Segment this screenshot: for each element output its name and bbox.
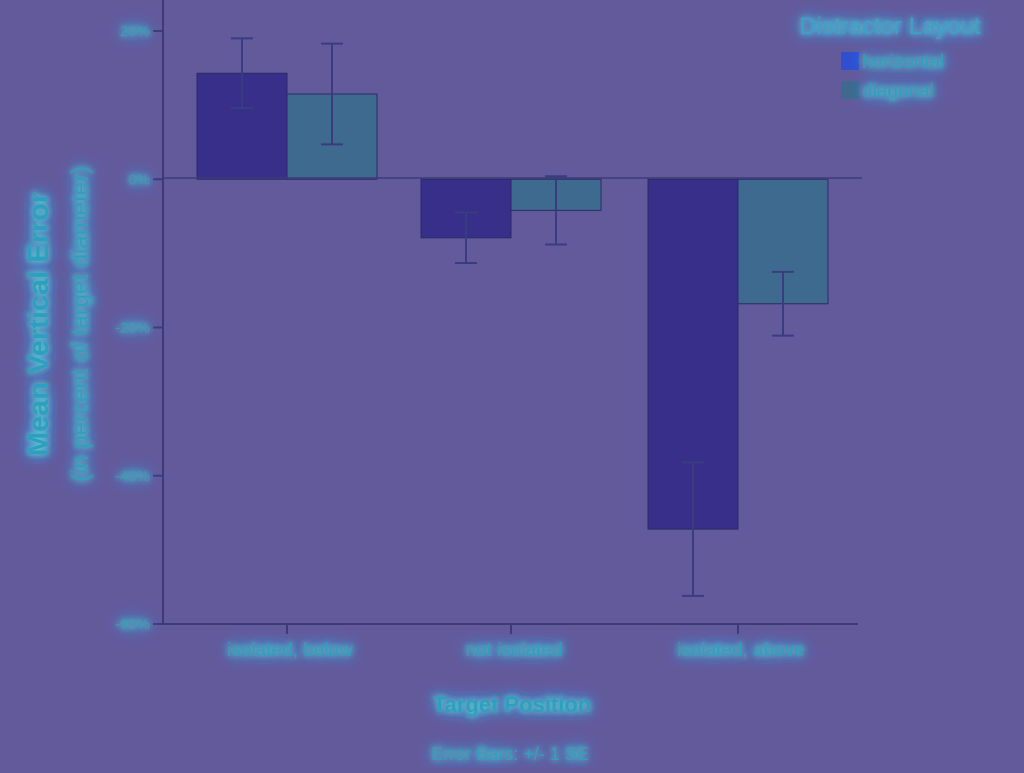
legend: Distractor Layout horizontal diagonal	[799, 13, 981, 102]
x-tick-label: not isolated	[465, 640, 562, 661]
error-bar-diagonal-2	[772, 270, 794, 337]
y-tick-label: 0%	[128, 171, 150, 188]
error-bar-horizontal-0	[231, 37, 253, 110]
error-bar-diagonal-1	[545, 175, 567, 246]
y-tick-label: -60%	[115, 616, 150, 633]
y-axis-ticks: 20% 0% -20% -40% -60%	[115, 23, 163, 633]
y-axis-title: Mean Vertical Error	[23, 192, 55, 456]
error-bar-horizontal-1	[455, 211, 477, 265]
legend-swatch-diagonal	[841, 81, 859, 99]
x-tick-label: isolated, below	[227, 640, 353, 661]
x-axis-title: Target Position	[433, 692, 592, 717]
error-bar-horizontal-2	[682, 461, 704, 597]
legend-label-diagonal: diagonal	[862, 81, 934, 102]
y-tick-label: 20%	[120, 23, 150, 40]
y-tick-label: -20%	[115, 320, 150, 337]
error-bar-diagonal-0	[321, 42, 343, 146]
legend-label-horizontal: horizontal	[862, 52, 944, 73]
x-axis-ticks: isolated, below not isolated isolated, abo…	[227, 624, 805, 661]
y-tick-label: -40%	[115, 468, 150, 485]
legend-title: Distractor Layout	[799, 13, 981, 40]
bars-layer	[196, 37, 829, 597]
legend-swatch-horizontal	[841, 52, 859, 70]
x-tick-label: isolated, above	[677, 640, 805, 661]
error-bar-note: Error Bars: +/- 1 SE	[431, 744, 589, 764]
y-axis-subtitle: (in percent of target diameter)	[67, 166, 94, 482]
